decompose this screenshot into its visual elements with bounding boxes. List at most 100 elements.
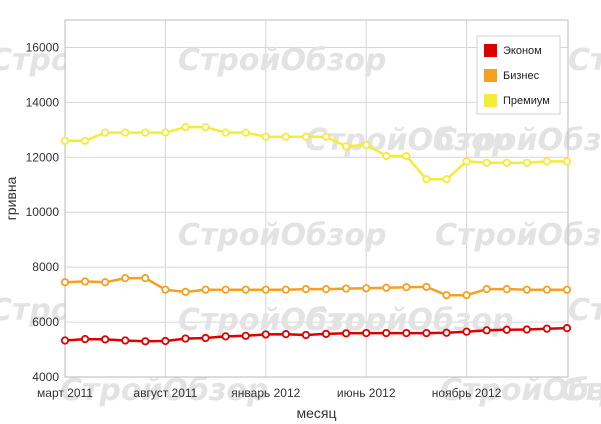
- data-point: [482, 285, 491, 294]
- x-axis-title: месяц: [296, 405, 336, 421]
- series-2: [60, 274, 572, 300]
- data-point: [462, 157, 471, 166]
- data-point: [542, 324, 552, 333]
- data-point: [382, 283, 391, 292]
- data-point: [422, 328, 431, 338]
- data-point: [502, 158, 511, 167]
- legend-label: Эконом: [503, 45, 542, 57]
- data-point: [321, 329, 331, 338]
- legend-swatch: [484, 94, 497, 107]
- axes: 4000 6000 8000 10000 12000 14000 16000 март 201…: [26, 40, 502, 400]
- x-tick-label: ноябрь 2012: [432, 386, 502, 400]
- data-point: [362, 328, 371, 338]
- watermark-plot-layer: СтройОбзорСтройОбзорСтройОбзорСтройОбзор…: [178, 43, 601, 338]
- data-point: [542, 157, 552, 166]
- data-point: [201, 123, 210, 132]
- watermark-text: СтройОбзор: [568, 43, 601, 78]
- data-point: [482, 326, 491, 335]
- data-point: [482, 158, 491, 167]
- data-point: [241, 331, 250, 340]
- data-point: [462, 327, 471, 336]
- data-point: [442, 291, 451, 300]
- data-point: [522, 285, 531, 294]
- x-tick-label: август 2011: [133, 386, 197, 400]
- data-point: [442, 328, 451, 337]
- watermark-text: СтройОбзор: [178, 218, 386, 253]
- y-axis-title: гривна: [3, 176, 19, 220]
- data-point: [80, 335, 90, 344]
- data-point: [342, 329, 351, 338]
- data-point: [281, 285, 290, 294]
- watermark-text: СтройОбзор: [560, 373, 601, 408]
- x-tick-label: январь 2012: [231, 386, 300, 400]
- data-point: [382, 328, 391, 338]
- data-point: [161, 128, 170, 137]
- data-point: [562, 157, 572, 166]
- data-point: [121, 128, 130, 137]
- x-tick-label: июнь 2012: [337, 386, 396, 400]
- watermark-text: СтройОбзор: [178, 43, 386, 78]
- data-point: [281, 330, 290, 339]
- watermark-text: СтройОбзор: [435, 218, 601, 253]
- data-point: [402, 283, 411, 292]
- y-tick-label: 14000: [26, 95, 60, 109]
- x-tick-label: март 2011: [37, 386, 93, 400]
- data-point: [121, 274, 130, 283]
- data-point: [402, 151, 411, 161]
- data-point: [522, 325, 531, 334]
- y-tick-label: 4000: [32, 370, 59, 384]
- data-point: [261, 285, 270, 294]
- data-point: [201, 333, 210, 343]
- data-point: [241, 128, 250, 137]
- legend-label: Премиум: [503, 95, 550, 107]
- y-tick-label: 12000: [26, 150, 60, 164]
- data-point: [161, 285, 170, 294]
- data-point: [362, 284, 371, 293]
- data-point: [141, 274, 150, 283]
- legend-item: Эконом: [484, 44, 542, 57]
- data-point: [342, 284, 351, 293]
- data-point: [442, 175, 451, 184]
- y-tick-label: 10000: [26, 205, 60, 219]
- series-3: [60, 123, 572, 184]
- data-point: [462, 291, 471, 300]
- data-point: [101, 278, 110, 287]
- watermark-text: СтройОбзор: [440, 373, 601, 408]
- data-point: [80, 136, 90, 145]
- data-point: [301, 285, 311, 294]
- data-point: [181, 287, 190, 296]
- y-tick-label: 6000: [32, 315, 59, 329]
- watermark-text: СтройОбзор: [60, 373, 268, 408]
- data-point: [422, 175, 431, 184]
- data-point: [261, 330, 270, 339]
- data-point: [542, 285, 552, 294]
- data-point: [422, 282, 431, 292]
- series: [60, 123, 572, 346]
- data-point: [281, 132, 290, 141]
- data-point: [101, 335, 110, 344]
- data-point: [402, 328, 411, 338]
- series-1: [60, 324, 572, 346]
- data-point: [60, 136, 70, 145]
- data-point: [502, 285, 511, 294]
- data-point: [181, 123, 190, 132]
- data-point: [101, 128, 110, 137]
- y-tick-label: 8000: [32, 260, 59, 274]
- data-point: [562, 324, 572, 333]
- data-point: [221, 128, 230, 137]
- legend-item: Премиум: [484, 94, 550, 107]
- watermark-text: СтройОбзор: [305, 123, 513, 158]
- data-point: [562, 285, 572, 294]
- data-point: [80, 277, 90, 286]
- data-point: [261, 132, 270, 141]
- data-point: [121, 336, 130, 345]
- watermark-text: СтройОбзор: [435, 123, 601, 158]
- legend-label: Бизнес: [503, 70, 540, 82]
- data-point: [321, 132, 331, 141]
- watermark-text: СтройОбзор: [568, 293, 601, 328]
- legend: Эконом Бизнес Премиум: [476, 35, 561, 115]
- data-point: [161, 336, 170, 346]
- y-tick-label: 16000: [26, 40, 60, 54]
